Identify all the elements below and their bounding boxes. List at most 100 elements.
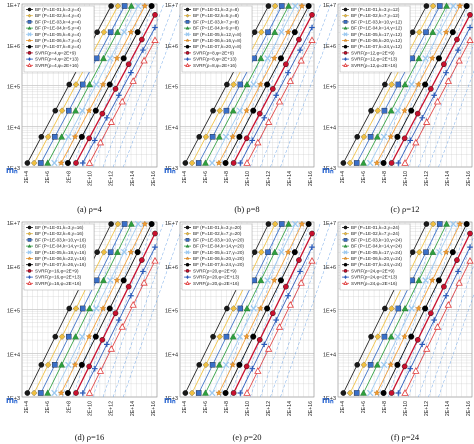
data-point (72, 333, 80, 340)
reference-line (398, 221, 459, 398)
data-point (251, 55, 257, 62)
data-point (230, 160, 237, 166)
data-point (422, 305, 429, 312)
legend-box (181, 5, 253, 73)
data-point (416, 28, 423, 36)
legend-marker (27, 269, 32, 273)
data-point (271, 276, 278, 284)
data-point (24, 160, 31, 166)
data-point (257, 54, 265, 62)
data-point (96, 138, 105, 146)
data-point (373, 159, 381, 166)
legend-marker (343, 32, 348, 37)
data-point (71, 361, 79, 368)
data-point (366, 389, 374, 397)
legend-marker (27, 244, 32, 248)
data-point (243, 135, 250, 142)
data-point (415, 54, 423, 62)
data-point (422, 118, 431, 125)
data-point (125, 283, 132, 290)
data-point (250, 107, 257, 114)
data-point (427, 310, 434, 317)
y-tick-label: 1E+6 (323, 44, 336, 50)
data-point (125, 61, 132, 68)
panel-caption: (b) ρ=8 (234, 204, 259, 214)
data-point (401, 80, 409, 88)
data-point (264, 118, 273, 125)
data-point (269, 310, 276, 317)
legend-marker (185, 38, 190, 43)
data-point (202, 159, 209, 166)
data-point (258, 28, 265, 36)
legend-marker (27, 57, 32, 61)
data-point (285, 292, 291, 299)
legend-entry: BF (P=1E-07,k=24,γ=20) (193, 262, 244, 267)
data-point (456, 220, 464, 227)
data-point (99, 81, 107, 88)
legend-entry: BF (P=1E-05,k=17,γ=20) (193, 250, 244, 255)
data-point (382, 81, 388, 88)
data-point (433, 323, 442, 330)
data-point (285, 2, 292, 9)
legend-marker (343, 38, 348, 43)
data-point (230, 390, 237, 396)
data-point (309, 12, 315, 18)
data-point (284, 248, 292, 255)
data-point (414, 110, 421, 117)
legend-marker (27, 275, 32, 279)
data-point (298, 220, 306, 227)
data-point (401, 363, 408, 370)
x-tick-label: 2E+4 (182, 401, 188, 413)
legend-marker (185, 26, 190, 30)
data-point (85, 159, 94, 166)
legend-marker (343, 231, 348, 236)
legend-marker (27, 51, 32, 55)
data-point (99, 110, 106, 117)
data-point (86, 80, 93, 88)
data-point (415, 276, 423, 284)
data-point (202, 133, 210, 141)
legend-entry: BF (P=1E-03,k=7,γ=8) (193, 19, 239, 24)
data-point (114, 2, 122, 10)
data-point (441, 61, 447, 68)
data-point (243, 80, 251, 88)
data-point (223, 333, 230, 340)
data-point (113, 54, 121, 62)
data-point (292, 2, 299, 10)
data-point (388, 81, 395, 88)
data-point (66, 333, 72, 340)
data-point (209, 362, 216, 368)
legend-marker (185, 250, 190, 255)
data-point (236, 333, 244, 340)
data-point (360, 159, 367, 166)
axis-label-mn: mₙ (322, 395, 334, 405)
data-point (38, 134, 45, 140)
legend-marker (343, 13, 348, 18)
data-point (354, 160, 360, 166)
data-point (373, 389, 381, 396)
reference-line (398, 3, 459, 168)
legend-marker (185, 275, 190, 279)
x-tick-label: 2E+16 (466, 401, 472, 416)
legend-entry: BF (P=1E-07,k=8,γ=4) (35, 44, 81, 49)
data-point (264, 345, 273, 352)
legend-box (23, 5, 95, 73)
reference-line (270, 221, 331, 398)
data-point (129, 77, 137, 84)
legend-entry: BF (P=1E-04,k=9,γ=8) (193, 26, 239, 31)
chart-panel-2: BF (P=1E-01,k=3,γ=8)BF (P=1E-02,k=5,γ=8)… (164, 2, 342, 214)
data-point (309, 230, 315, 237)
legend-entry: SVRF(ρ=24,φ=2E+16) (351, 281, 398, 286)
data-point (222, 133, 230, 141)
y-tick-label: 1E+3 (7, 396, 20, 402)
data-point (408, 305, 415, 312)
legend-entry: BF (P=1E-02,k=7,γ=24) (351, 231, 400, 236)
data-point (423, 3, 430, 9)
y-tick-label: 1E+7 (165, 221, 178, 227)
data-point (271, 248, 279, 255)
data-point (264, 277, 271, 284)
data-point (249, 137, 256, 144)
data-point (466, 256, 474, 264)
data-point (265, 221, 272, 227)
axis-label-mn: mₙ (164, 395, 176, 405)
